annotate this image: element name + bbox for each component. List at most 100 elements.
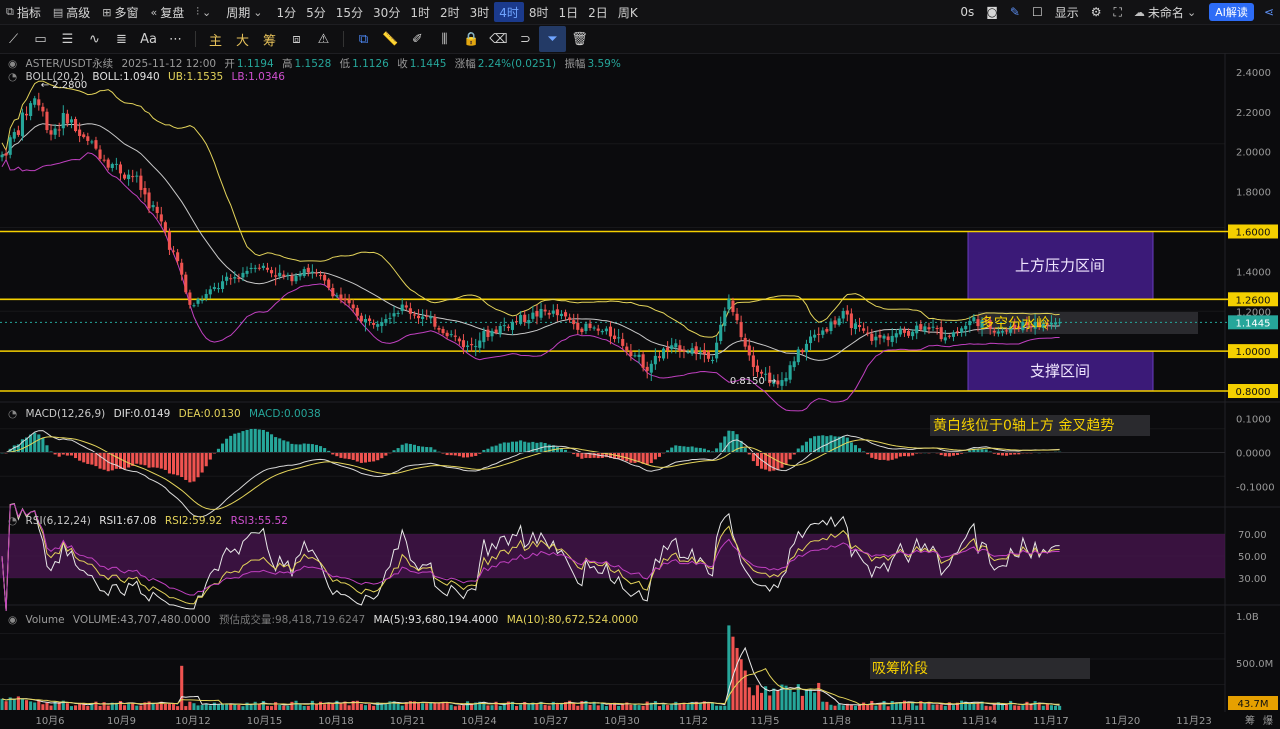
- line-tool-icon[interactable]: ⟋: [8, 31, 19, 47]
- text-tool-icon[interactable]: Aa: [140, 31, 157, 47]
- wave-tool-icon[interactable]: ∿: [89, 31, 100, 47]
- fullscreen-icon[interactable]: ⛶: [1113, 4, 1122, 19]
- macd-hist-bar: [898, 452, 902, 457]
- volume-bar: [102, 702, 106, 710]
- chart-type-button[interactable]: ⫶ ⌄: [190, 0, 220, 24]
- erase-icon[interactable]: ⌫: [489, 31, 508, 47]
- macd-hist-bar: [167, 452, 172, 474]
- candle-body: [898, 329, 902, 335]
- macd-hist-bar: [49, 451, 53, 453]
- timer-label: 0s: [960, 5, 975, 19]
- timeframe-2[interactable]: 15分: [335, 5, 364, 20]
- chip-button[interactable]: 筹: [262, 33, 276, 49]
- candle-body: [433, 316, 437, 327]
- camera-icon[interactable]: ◙: [986, 5, 998, 19]
- macd-hist-bar: [608, 452, 613, 459]
- volume-bar: [470, 704, 474, 710]
- advanced-button[interactable]: ▤ 高级: [47, 0, 96, 24]
- display-button[interactable]: 显示: [1049, 0, 1085, 24]
- macd-hist-bar: [257, 429, 261, 453]
- macd-hist-bar: [678, 445, 682, 453]
- volume-bar: [167, 703, 172, 710]
- timeframe-7[interactable]: 4时: [494, 2, 524, 22]
- candle-body: [764, 373, 768, 375]
- volume-bar: [568, 700, 572, 710]
- timeframe-3[interactable]: 30分: [373, 5, 401, 20]
- eye-icon[interactable]: ◉: [8, 58, 18, 70]
- time-tick-label: 10月12: [175, 715, 210, 727]
- volume-bar: [131, 702, 135, 710]
- bell-icon[interactable]: ◔: [8, 408, 18, 420]
- timeframe-1[interactable]: 5分: [306, 5, 326, 20]
- macd-note-box: [930, 415, 1150, 436]
- macd-hist-bar: [992, 452, 996, 454]
- candle-body: [710, 359, 715, 361]
- timeframe-4[interactable]: 1时: [410, 5, 430, 20]
- pen-icon[interactable]: ✎: [1009, 5, 1020, 19]
- more-tools-icon[interactable]: ⋯: [169, 31, 182, 47]
- candle-body: [388, 317, 392, 319]
- eye-icon[interactable]: ◉: [8, 614, 18, 626]
- timeframe-0[interactable]: 1分: [276, 5, 297, 20]
- candle-body: [706, 352, 711, 359]
- multi-window-button[interactable]: ⊞ 多窗: [96, 0, 144, 24]
- lock-icon[interactable]: 🔒: [463, 31, 480, 47]
- macd-hist-bar: [1009, 452, 1013, 455]
- candle-body: [596, 328, 600, 331]
- ruler-icon[interactable]: 📏: [382, 31, 399, 47]
- macd-hist-bar: [719, 442, 723, 453]
- volume-bar: [441, 701, 445, 710]
- candle-body: [127, 174, 131, 180]
- settings-icon[interactable]: ⚙: [1090, 5, 1102, 19]
- big-order-button[interactable]: 大: [235, 33, 249, 49]
- volume-ma5-value: MA(5):93,680,194.4000: [373, 614, 499, 626]
- macd-hist-bar: [592, 452, 596, 458]
- candle-body: [715, 342, 719, 359]
- volume-bar: [82, 702, 86, 710]
- main-indicator-button[interactable]: 主: [208, 33, 222, 49]
- magnet-icon[interactable]: ⊃: [520, 31, 531, 47]
- period-button[interactable]: 周期 ⌄: [220, 0, 271, 24]
- indicators-button[interactable]: ⧉ 指标: [0, 0, 47, 24]
- compare-icon[interactable]: ⧈: [292, 31, 301, 47]
- timeframe-6[interactable]: 3时: [469, 5, 490, 20]
- timeframe-11[interactable]: 周K: [617, 5, 638, 20]
- candle-body: [167, 231, 172, 250]
- share-icon[interactable]: ⋖: [1263, 5, 1274, 19]
- macd-hist-bar: [302, 443, 306, 453]
- candle-body: [241, 272, 245, 278]
- edit-icon[interactable]: ☐: [1031, 5, 1043, 19]
- replay-button[interactable]: «复盘: [145, 0, 191, 24]
- rectangle-tool-icon[interactable]: ▭: [34, 31, 47, 47]
- timeframe-9[interactable]: 1日: [558, 5, 579, 20]
- candle-body: [106, 159, 110, 168]
- trash-icon[interactable]: 🗑: [571, 31, 588, 47]
- bell-icon[interactable]: ◔: [8, 71, 18, 83]
- filter-icon[interactable]: ⏷: [539, 26, 566, 52]
- alert-icon[interactable]: ⚠: [317, 31, 330, 47]
- chart-area[interactable]: 1.6000 1.2600 1.0000 0.8000 1.1445 2.4000 2.20…: [0, 53, 1280, 729]
- rsi-name: RSI(6,12,24): [25, 515, 91, 527]
- multi-window-label: 多窗: [114, 5, 139, 20]
- layout-name-button[interactable]: ☁ 未命名 ⌄: [1128, 0, 1205, 24]
- macd-hist-bar: [127, 452, 131, 468]
- candle-body: [1053, 322, 1058, 325]
- copy-icon[interactable]: ⧉: [358, 31, 369, 47]
- bell-icon[interactable]: ◔: [8, 515, 18, 527]
- macd-hist-bar: [65, 452, 69, 456]
- candle-body: [698, 351, 702, 353]
- volume-est-value: 预估成交量:98,418,719.6247: [218, 614, 366, 626]
- candle-body: [976, 319, 980, 327]
- timeframe-10[interactable]: 2日: [588, 5, 608, 20]
- brush-icon[interactable]: ✐: [412, 31, 423, 47]
- candles-icon[interactable]: ⫼: [441, 31, 448, 47]
- parallel-lines-icon[interactable]: ☰: [61, 31, 74, 47]
- timeframe-8[interactable]: 8时: [528, 5, 549, 20]
- fib-tool-icon[interactable]: ≣: [116, 31, 127, 47]
- ai-explain-button[interactable]: AI解读: [1209, 3, 1254, 21]
- macd-hist-bar: [294, 444, 298, 453]
- candle-body: [188, 292, 192, 305]
- candle-body: [41, 106, 45, 112]
- candle-body: [1004, 330, 1009, 332]
- timeframe-5[interactable]: 2时: [439, 5, 460, 20]
